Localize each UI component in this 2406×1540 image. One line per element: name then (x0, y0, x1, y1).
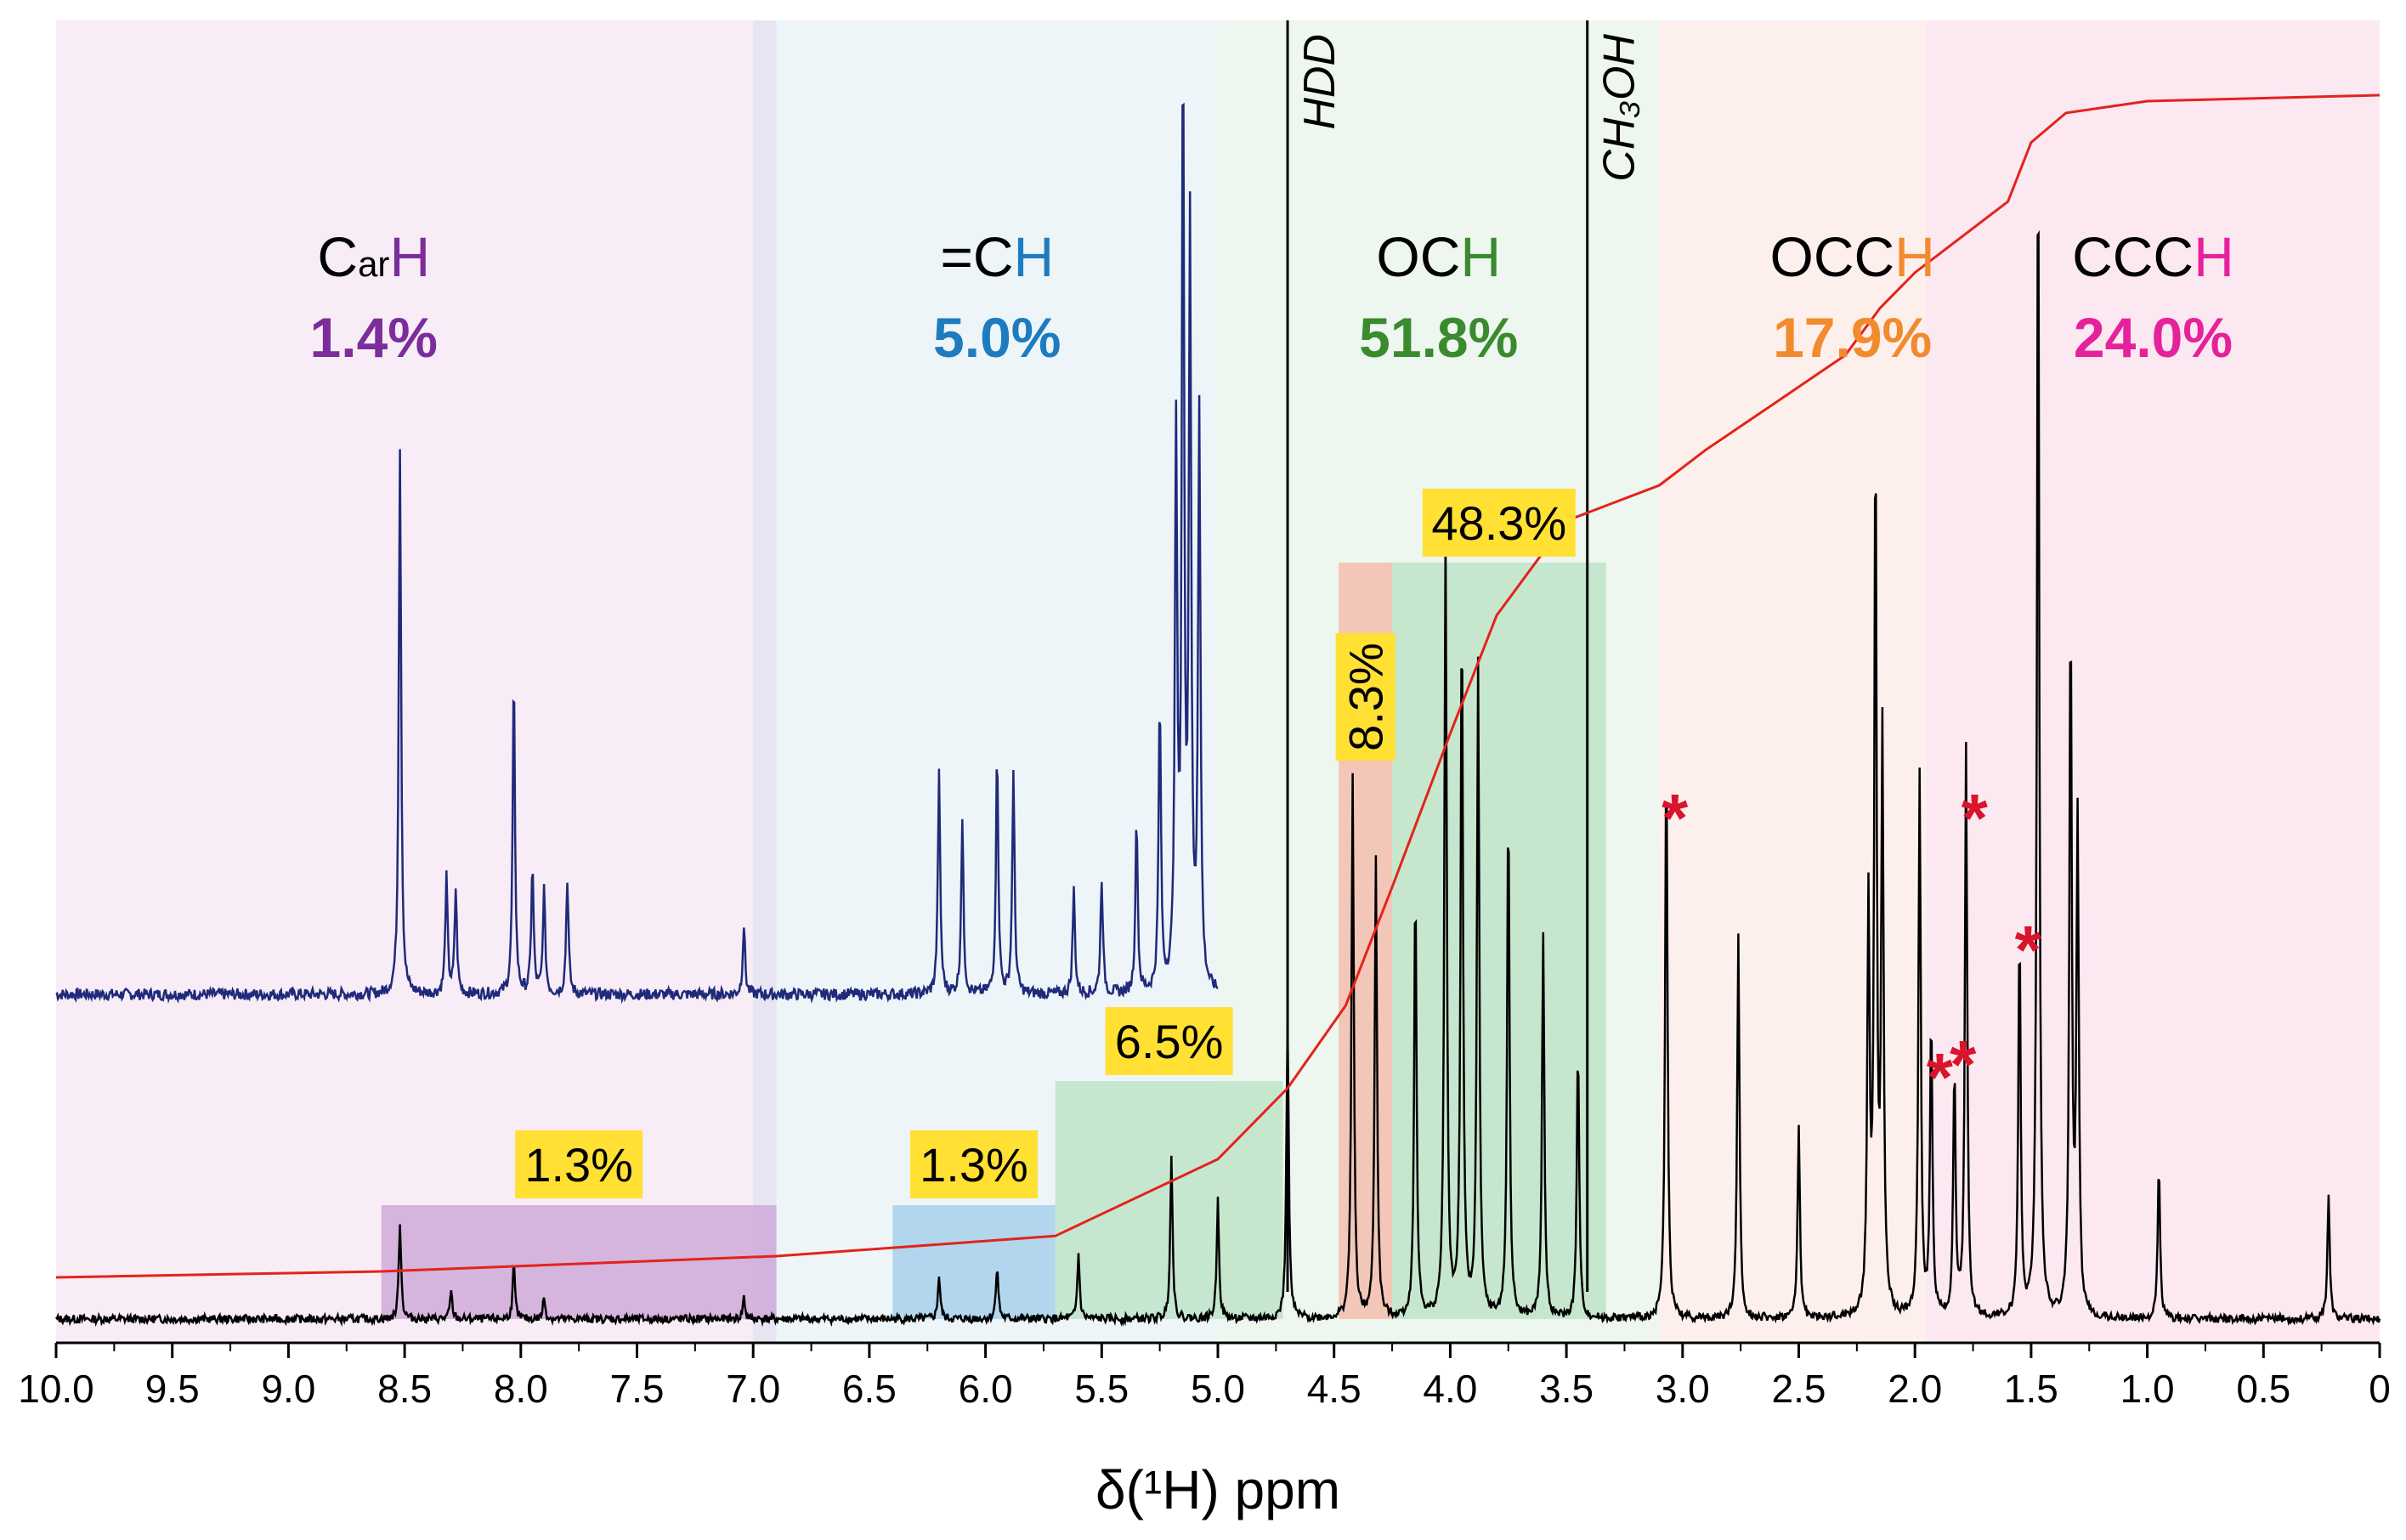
integral-curve (55, 93, 2381, 1279)
integration-label-bg (1335, 633, 1395, 761)
region-title-carh: CarH (317, 225, 430, 288)
spectra (54, 93, 2381, 1328)
labels: CarH 1.4% =CH 5.0% OCH 51.8% OCCH 17.9% CCCH 24.0… (310, 34, 2234, 1198)
region-bg-occh (1659, 20, 1927, 1343)
x-tick-label: 3.0 (1656, 1367, 1710, 1411)
peak-star: * (1950, 1027, 1977, 1102)
x-tick-label: 2.5 (1772, 1367, 1826, 1411)
region-bg-ccch (1926, 20, 2380, 1343)
x-tick-label: 9.5 (145, 1367, 200, 1411)
x-tick-label: 5.0 (1191, 1367, 1245, 1411)
integration-label: 8.3% (1339, 643, 1393, 751)
reference-label: CH₃OH (1595, 34, 1645, 182)
x-tick-label: 4.5 (1307, 1367, 1362, 1411)
integration-label: 1.3% (524, 1138, 633, 1192)
peak-star: * (2015, 912, 2042, 988)
region-percent-och: 51.8% (1359, 306, 1518, 369)
x-tick-label: 0.5 (2236, 1367, 2290, 1411)
region-title-och: OCH (1376, 225, 1501, 288)
x-tick-label: 9.0 (261, 1367, 315, 1411)
peak-star: * (1662, 780, 1689, 856)
x-axis: 10.0 9.5 9.0 8.5 8.0 7.5 7.0 6.5 6.0 5.5 5.0 4.5 4.0… (18, 1341, 2391, 1520)
region-title-ch: =CH (940, 225, 1054, 288)
x-tick-label: 7.0 (726, 1367, 780, 1411)
region-title-occh: OCCH (1769, 225, 1934, 288)
integration-label: 1.3% (920, 1138, 1028, 1192)
region-title-ccch: CCCH (2072, 225, 2234, 288)
x-tick-label: 6.0 (959, 1367, 1013, 1411)
x-tick-label: 1.0 (2120, 1367, 2175, 1411)
region-percent-ch: 5.0% (933, 306, 1061, 369)
integration-box (381, 1205, 777, 1319)
x-tick-label: 3.5 (1539, 1367, 1594, 1411)
x-axis-title: δ(¹H) ppm (1095, 1459, 1340, 1520)
x-tick-label: 8.0 (494, 1367, 548, 1411)
integration-label: 48.3% (1431, 496, 1566, 550)
integration-label-bg (909, 1130, 1038, 1198)
x-tick-label: 4.0 (1423, 1367, 1477, 1411)
region-percent-ccch: 24.0% (2074, 306, 2233, 369)
region-bg-carh (56, 20, 777, 1343)
x-tick-label: 10.0 (18, 1367, 94, 1411)
integration-label-bg (515, 1130, 643, 1198)
lower-spectrum-trace (54, 229, 2381, 1328)
x-tick-label: 7.5 (610, 1367, 665, 1411)
region-backgrounds (56, 20, 2380, 1343)
x-tick-label: 5.5 (1074, 1367, 1129, 1411)
integration-box (1392, 563, 1606, 1319)
integration-label: 6.5% (1115, 1015, 1224, 1068)
integration-label-bg (1422, 489, 1576, 557)
integration-boxes (381, 563, 1606, 1319)
x-tick-label: 8.5 (377, 1367, 432, 1411)
region-percent-occh: 17.9% (1773, 306, 1932, 369)
x-tick-label: 2.0 (1888, 1367, 1942, 1411)
integration-box (892, 1205, 1056, 1319)
peak-star: * (1927, 1039, 1954, 1115)
upper-spectrum-trace (55, 102, 1219, 1005)
reference-label: HDD (1295, 34, 1345, 130)
region-percent-carh: 1.4% (310, 306, 438, 369)
x-tick-label: 1.5 (2004, 1367, 2058, 1411)
region-divider-band (753, 20, 777, 1343)
peak-star: * (1962, 780, 1989, 856)
integration-label-bg (1105, 1007, 1233, 1075)
x-tick-label: 6.5 (842, 1367, 897, 1411)
x-tick-label: 0 (2369, 1367, 2391, 1411)
